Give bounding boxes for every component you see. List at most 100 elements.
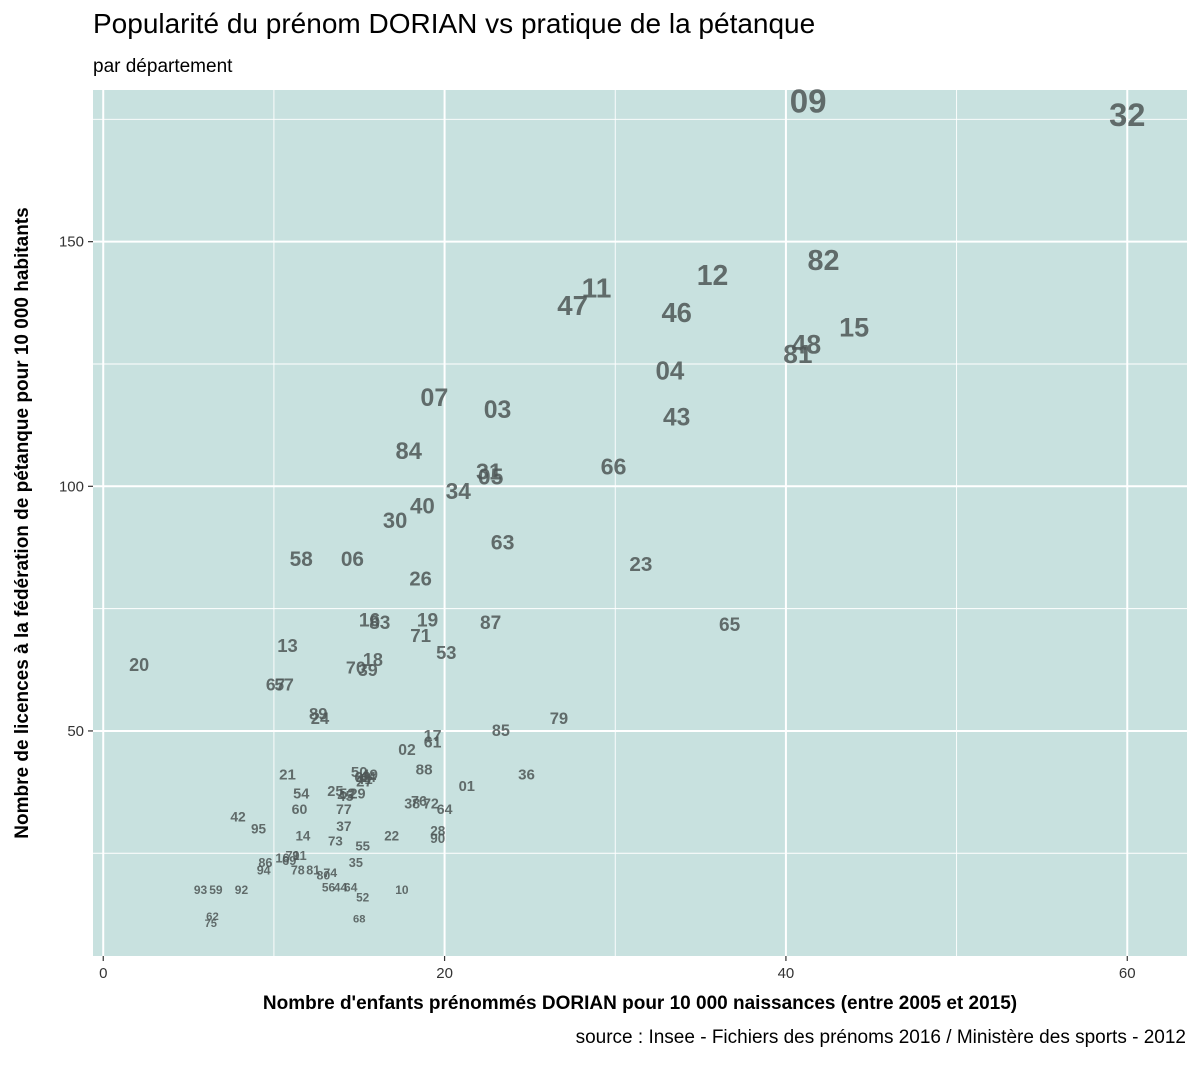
point-label: 19 [417, 610, 438, 631]
point-label: 68 [353, 913, 365, 925]
point-label: 16 [275, 851, 289, 866]
point-label: 30 [383, 508, 407, 533]
point-label: 09 [790, 84, 827, 121]
point-label: 22 [384, 829, 399, 844]
point-label: 42 [230, 809, 246, 825]
point-label: 17 [424, 727, 442, 745]
point-label: 70 [346, 657, 366, 677]
point-label: 04 [655, 357, 684, 385]
point-label: 77 [336, 801, 352, 817]
point-label: 52 [339, 787, 355, 803]
point-label: 28 [430, 824, 446, 839]
point-label: 95 [251, 821, 267, 836]
point-label: 75 [205, 918, 217, 930]
point-label: 86 [258, 856, 272, 870]
chart-subtitle: par département [93, 56, 233, 77]
x-tick-label: 40 [778, 965, 795, 982]
point-label: 90 [430, 831, 445, 846]
point-label: 64 [344, 881, 358, 895]
point-label: 56 [322, 881, 336, 895]
y-axis-title: Nombre de licences à la fédération de pé… [12, 207, 33, 838]
point-label: 18 [363, 650, 383, 670]
plot-panel [93, 90, 1187, 956]
point-label: 12 [697, 260, 729, 292]
point-label: 32 [1109, 96, 1145, 133]
y-tick-label: 50 [67, 723, 84, 740]
point-label: 10 [395, 883, 409, 897]
point-label: 47 [557, 290, 588, 321]
point-label: 31 [476, 459, 502, 485]
point-label: 82 [807, 245, 839, 277]
y-tick-label: 100 [59, 478, 84, 495]
point-label: 13 [277, 635, 298, 656]
point-label: 44 [334, 881, 348, 895]
grid-minor [93, 90, 1187, 956]
point-label: 34 [446, 478, 472, 504]
point-label: 15 [839, 312, 869, 342]
point-label: 35 [349, 856, 363, 870]
point-label: 58 [290, 548, 313, 571]
point-label: 74 [323, 866, 337, 880]
point-label: 83 [369, 613, 390, 634]
chart-caption: source : Insee - Fichiers des prénoms 20… [575, 1027, 1186, 1048]
point-label: 40 [410, 493, 435, 518]
point-label: 48 [792, 329, 822, 359]
point-label: 43 [663, 404, 690, 431]
point-label: 52 [356, 890, 370, 904]
point-label: 05 [478, 464, 504, 490]
point-label: 81 [306, 863, 320, 877]
point-label: 03 [484, 397, 512, 424]
point-label: 71 [286, 848, 300, 863]
point-label: 50 [351, 764, 368, 781]
point-label: 87 [480, 613, 501, 634]
point-label: 69 [282, 853, 296, 868]
point-label: 78 [291, 863, 305, 877]
point-label: 84 [396, 439, 423, 465]
point-label: 71 [410, 625, 431, 646]
point-label: 62 [206, 911, 219, 923]
point-label: 66 [601, 454, 627, 480]
point-label: 24 [311, 709, 330, 728]
point-label: 67 [266, 674, 285, 694]
x-tick-label: 20 [436, 965, 453, 982]
point-label: 53 [436, 642, 456, 663]
point-label: 91 [292, 848, 306, 863]
point-label: 37 [336, 819, 352, 834]
point-label: 60 [292, 801, 308, 817]
point-label: 65 [719, 615, 741, 636]
point-label: 64 [437, 801, 453, 817]
point-label: 63 [491, 531, 515, 555]
point-label: 92 [235, 883, 249, 897]
point-label: 49 [361, 766, 378, 783]
point-label: 94 [257, 863, 271, 877]
grid-major [93, 90, 1187, 956]
point-label: 73 [328, 834, 343, 849]
point-label: 25 [327, 784, 343, 800]
point-label: 36 [518, 766, 535, 783]
point-label: 72 [423, 796, 439, 812]
point-label: 80 [317, 868, 331, 882]
x-tick-label: 60 [1119, 965, 1136, 982]
point-label: 01 [459, 779, 475, 795]
point-label: 62 [354, 769, 371, 786]
point-label: 23 [629, 553, 652, 576]
point-label: 93 [194, 883, 208, 897]
point-label: 21 [279, 766, 296, 783]
x-axis-title: Nombre d'enfants prénommés DORIAN pour 1… [263, 993, 1017, 1014]
point-label: 55 [355, 838, 370, 853]
point-label: 41 [356, 772, 373, 788]
point-label: 06 [341, 548, 364, 571]
point-label: 38 [404, 796, 420, 812]
point-label: 46 [661, 297, 691, 328]
point-label: 07 [420, 384, 448, 412]
x-tick-label: 0 [99, 965, 107, 982]
point-label: 89 [309, 704, 328, 723]
point-label: 29 [349, 787, 365, 803]
point-label: 76 [411, 794, 427, 810]
point-label: 79 [550, 709, 568, 728]
point-label: 39 [358, 660, 378, 680]
point-label: 44 [359, 769, 376, 786]
point-label: 45 [338, 789, 354, 805]
point-label: 85 [492, 722, 510, 740]
